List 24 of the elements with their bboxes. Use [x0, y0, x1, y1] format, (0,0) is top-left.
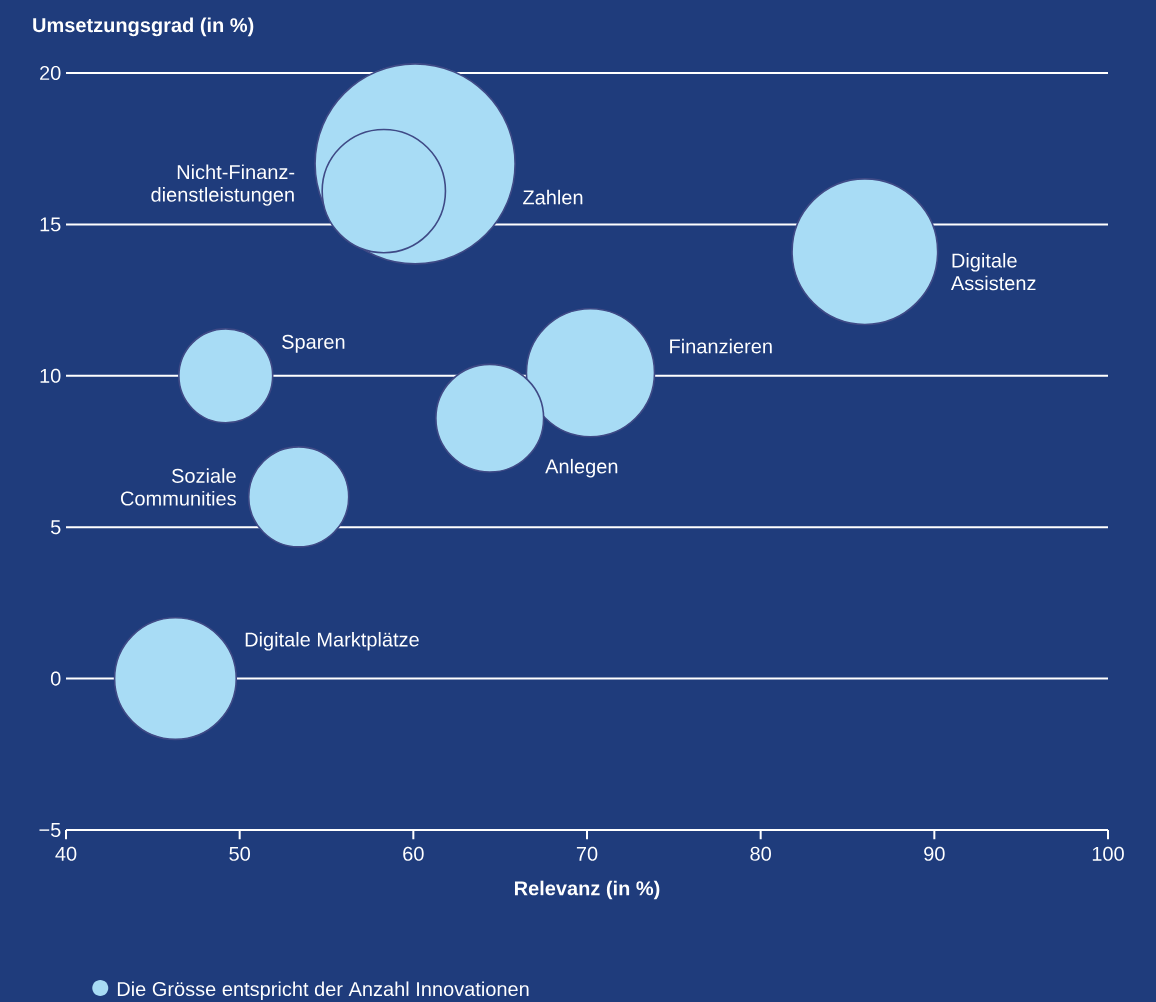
- y-axis-title: Umsetzungsgrad (in %): [33, 17, 254, 37]
- annotation: Digitale Marktplätze: [245, 631, 419, 651]
- annotation: Finanzieren: [670, 338, 772, 354]
- x-tick-label: 90: [924, 846, 945, 861]
- x-tick-label: 40: [55, 846, 77, 861]
- annotation: Nicht-Finanz-dienstleistungen: [151, 164, 295, 206]
- annotation: Anlegen: [545, 458, 618, 478]
- annotation: Sparen: [282, 334, 345, 353]
- annotation: Digitale Assistenz: [950, 252, 1036, 291]
- x-tick-label: 50: [229, 846, 250, 861]
- y-tick-label: −5: [39, 823, 61, 837]
- x-tick-label: 60: [403, 846, 424, 861]
- annotation: Zahlen: [523, 189, 583, 205]
- text: Die Grösse entspricht der Anzahl Innovationen: [117, 981, 529, 1001]
- y-tick-label: 5: [50, 520, 61, 535]
- x-tick-label: 70: [576, 846, 598, 861]
- y-tick-label: 0: [50, 671, 61, 686]
- annotation: Soziale Communities: [121, 468, 236, 506]
- y-tick-label: 20: [40, 65, 61, 81]
- x-tick-label: 100: [1092, 846, 1124, 861]
- y-tick-label: 15: [40, 217, 61, 232]
- x-tick-label: 80: [750, 846, 771, 861]
- y-tick-label: 10: [40, 368, 61, 383]
- x-axis-title: Relevanz (in %): [514, 880, 660, 900]
